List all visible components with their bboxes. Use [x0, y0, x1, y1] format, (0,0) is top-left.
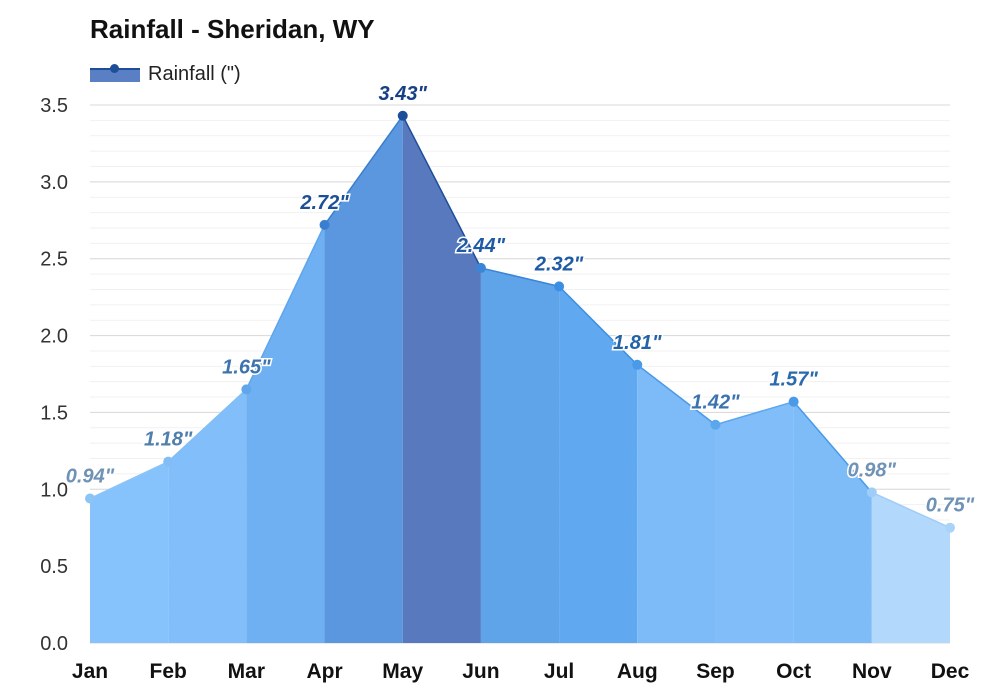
- series-line-segment: [480, 267, 560, 288]
- data-label: 2.32": [534, 253, 584, 275]
- band-layer: [90, 115, 950, 643]
- data-point: [163, 456, 174, 467]
- series-line-segment: [715, 400, 794, 426]
- x-tick-label: Mar: [228, 660, 265, 683]
- legend-label: Rainfall ("): [148, 62, 241, 85]
- line-layer: [85, 110, 955, 533]
- data-point: [945, 522, 955, 533]
- data-label: 1.42": [691, 392, 740, 414]
- data-point: [319, 219, 330, 230]
- y-tick-label: 3.5: [40, 95, 68, 117]
- x-tick-label: Sep: [696, 660, 735, 683]
- data-label: 2.72": [299, 192, 349, 214]
- y-tick-label: 0.0: [40, 633, 68, 655]
- series-line-segment: [323, 115, 404, 226]
- legend[interactable]: Rainfall ("): [90, 60, 241, 88]
- data-point: [632, 359, 643, 370]
- x-tick-label: Dec: [931, 660, 970, 683]
- data-point: [554, 281, 565, 292]
- y-tick-label: 3.0: [40, 172, 68, 194]
- series-line-segment: [245, 224, 326, 390]
- data-label: 0.98": [848, 459, 897, 481]
- data-point: [475, 262, 486, 273]
- area-band: [90, 461, 169, 643]
- data-label: 1.81": [613, 332, 662, 354]
- data-point: [866, 487, 877, 498]
- chart-title: Rainfall - Sheridan, WY: [90, 14, 375, 44]
- x-tick-label: Jan: [72, 660, 108, 683]
- series-line-segment: [167, 388, 247, 463]
- data-point: [85, 493, 95, 504]
- data-point: [788, 396, 799, 407]
- area-band: [871, 492, 950, 643]
- label-layer: 0.94" 1.18" 1.65" 2.72" 3.43" 2.44" 2.32" 1.81"…: [64, 81, 976, 518]
- x-tick-label: Nov: [852, 660, 892, 683]
- series-line-segment: [89, 460, 169, 500]
- area-band: [480, 267, 560, 643]
- x-tick-label: Apr: [306, 660, 342, 683]
- y-tick-label: 1.0: [40, 479, 68, 501]
- legend-swatch-icon: [90, 64, 140, 82]
- area-band: [559, 286, 638, 643]
- data-label: 1.57": [769, 369, 818, 391]
- data-label: 2.44": [456, 235, 506, 257]
- series-line-segment: [402, 115, 482, 269]
- data-label: 1.65": [222, 356, 271, 378]
- data-point: [710, 419, 721, 430]
- data-label: 3.43": [379, 83, 428, 105]
- data-label: 0.75": [926, 495, 975, 517]
- area-band: [168, 389, 247, 643]
- x-tick-label: Feb: [150, 660, 187, 683]
- y-tick-label: 2.5: [40, 249, 68, 271]
- area-band: [246, 224, 325, 643]
- area-band: [715, 401, 794, 643]
- series-line-segment: [636, 364, 716, 426]
- x-tick-label: Oct: [776, 660, 811, 683]
- y-tick-label: 2.0: [40, 326, 68, 348]
- y-tick-label: 0.5: [40, 556, 68, 578]
- area-band: [793, 401, 872, 643]
- x-tick-label: Jun: [462, 660, 499, 683]
- x-tick-label: Aug: [617, 660, 658, 683]
- x-tick-label: Jul: [544, 660, 574, 683]
- y-tick-label: 1.5: [40, 402, 68, 424]
- series-line-segment: [558, 285, 638, 366]
- data-label: 1.18": [144, 429, 193, 451]
- area-band: [637, 364, 716, 643]
- series-line-segment: [871, 491, 951, 529]
- data-point: [397, 110, 408, 121]
- x-tick-label: May: [382, 660, 423, 683]
- area-band: [324, 115, 403, 643]
- data-label: 0.94": [66, 466, 115, 488]
- area-band: [402, 115, 481, 643]
- series-line-segment: [793, 401, 873, 493]
- axis-layer: 0.0 0.5 1.0 1.5 2.0 2.5 3.0 3.5 Jan Feb Mar Apr May J…: [40, 95, 969, 683]
- data-point: [241, 384, 252, 395]
